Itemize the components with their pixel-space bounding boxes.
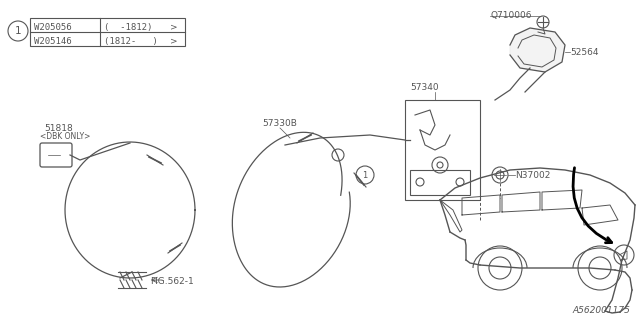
Bar <box>30 18 185 46</box>
Text: W205146: W205146 <box>34 36 72 45</box>
Text: 57340: 57340 <box>410 83 438 92</box>
Text: <DBK ONLY>: <DBK ONLY> <box>40 132 90 141</box>
Bar <box>405 100 480 200</box>
Text: 1: 1 <box>362 171 367 180</box>
Bar <box>410 170 470 195</box>
Text: (1812-   ): (1812- ) <box>104 36 157 45</box>
Text: >: > <box>170 36 178 45</box>
Text: FIG.562-1: FIG.562-1 <box>150 277 194 286</box>
Text: 51818: 51818 <box>44 124 73 133</box>
Text: (  -1812): ( -1812) <box>104 22 152 31</box>
Text: 1: 1 <box>15 26 21 36</box>
Text: 57330B: 57330B <box>262 119 298 128</box>
Text: 52564: 52564 <box>570 47 598 57</box>
Text: W205056: W205056 <box>34 22 72 31</box>
Text: A562001175: A562001175 <box>572 306 630 315</box>
Text: >: > <box>170 22 178 31</box>
Polygon shape <box>510 28 565 72</box>
Text: Q710006: Q710006 <box>490 11 531 20</box>
Text: N37002: N37002 <box>515 171 550 180</box>
